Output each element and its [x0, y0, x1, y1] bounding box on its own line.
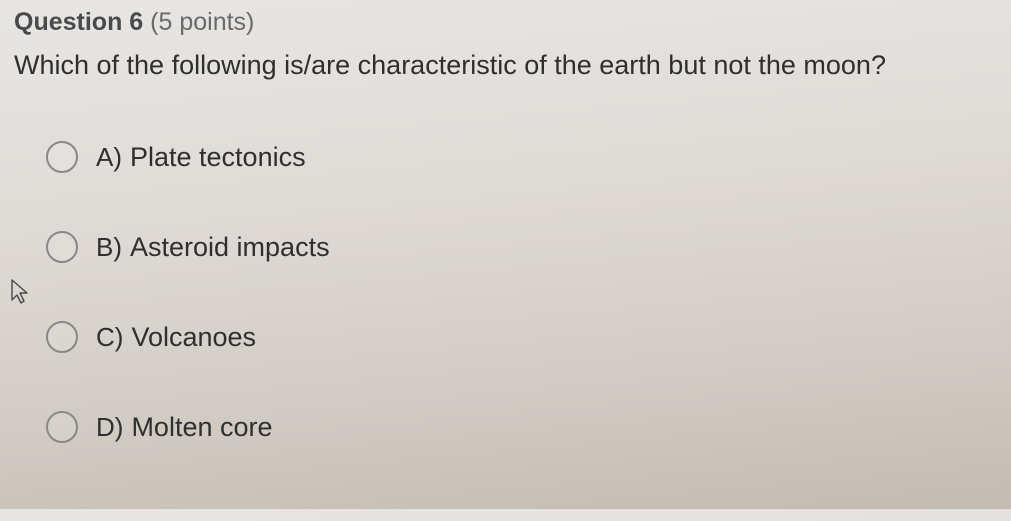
option-text: Plate tectonics [130, 142, 306, 173]
question-number: 6 [129, 8, 143, 36]
option-b[interactable]: B) Asteroid impacts [46, 231, 991, 263]
quiz-question: Question 6 (5 points) Which of the follo… [0, 0, 1011, 521]
option-text: Molten core [131, 412, 272, 443]
question-header: Question 6 (5 points) Which of the follo… [14, 8, 991, 83]
option-letter: A) [96, 142, 122, 173]
options-list: A) Plate tectonics B) Asteroid impacts C… [14, 97, 991, 443]
radio-d[interactable] [46, 411, 78, 443]
question-title-line: Question 6 (5 points) [14, 8, 991, 37]
option-text: Volcanoes [131, 322, 256, 353]
option-letter: C) [96, 322, 123, 353]
option-letter: D) [96, 412, 123, 443]
question-label: Question [14, 8, 122, 36]
question-points: (5 points) [150, 8, 254, 36]
radio-a[interactable] [46, 141, 78, 173]
option-d[interactable]: D) Molten core [46, 411, 991, 443]
option-c[interactable]: C) Volcanoes [46, 321, 991, 353]
option-letter: B) [96, 232, 122, 263]
question-prompt: Which of the following is/are characteri… [14, 47, 991, 83]
option-text: Asteroid impacts [130, 232, 330, 263]
radio-c[interactable] [46, 321, 78, 353]
radio-b[interactable] [46, 231, 78, 263]
option-a[interactable]: A) Plate tectonics [46, 141, 991, 173]
